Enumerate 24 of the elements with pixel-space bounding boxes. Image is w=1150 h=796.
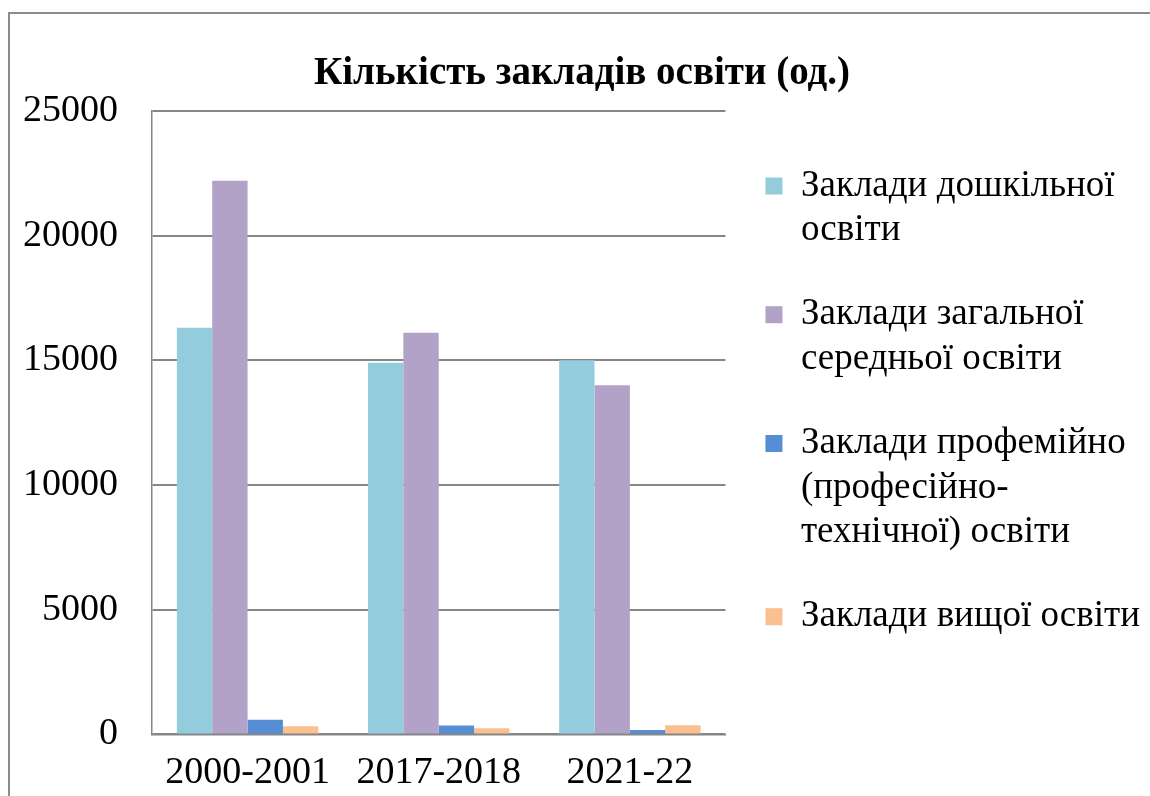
bar <box>368 362 404 734</box>
x-tick-label: 2000-2001 <box>165 749 330 792</box>
bar <box>474 728 510 734</box>
bar <box>176 327 213 734</box>
y-tick-label: 0 <box>99 710 118 753</box>
chart-title: Кількість закладів освіти (од.) <box>313 49 851 94</box>
bar <box>438 725 475 734</box>
bar <box>247 719 283 734</box>
bar <box>559 360 595 734</box>
x-tick-label: 2021-22 <box>566 749 694 792</box>
y-tick-label: 15000 <box>23 336 118 379</box>
y-tick-label: 5000 <box>42 585 118 628</box>
bar <box>403 332 439 734</box>
y-tick-label: 25000 <box>23 86 118 129</box>
bar <box>665 725 701 734</box>
legend-label: Заклади загальної середньої освіти <box>800 291 1085 377</box>
bar <box>212 180 248 734</box>
y-tick-label: 20000 <box>23 211 118 254</box>
bar <box>594 385 630 734</box>
bar <box>282 726 319 734</box>
y-tick-label: 10000 <box>23 460 118 503</box>
x-tick-label: 2017-2018 <box>356 749 522 792</box>
legend-label: Заклади дошкільної освіти <box>800 162 1116 249</box>
legend-label: Заклади профемійно (професійно-технічної) освіти <box>800 420 1126 552</box>
